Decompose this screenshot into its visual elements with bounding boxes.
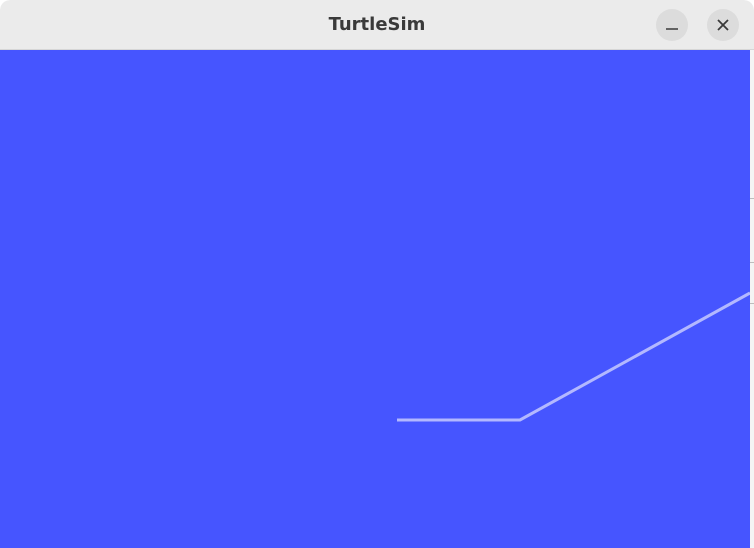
minimize-icon — [666, 28, 678, 30]
window-title: TurtleSim — [328, 14, 426, 35]
edge-marker — [750, 303, 754, 304]
edge-marker — [750, 262, 754, 263]
turtle-pen-trail — [397, 291, 750, 422]
window-edge — [750, 50, 754, 548]
minimize-button[interactable] — [656, 9, 688, 41]
close-icon — [717, 19, 729, 31]
turtle-canvas[interactable] — [0, 50, 750, 548]
edge-marker — [750, 198, 754, 199]
canvas-background — [0, 50, 750, 548]
title-bar[interactable]: TurtleSim — [0, 0, 754, 50]
close-button[interactable] — [707, 9, 739, 41]
